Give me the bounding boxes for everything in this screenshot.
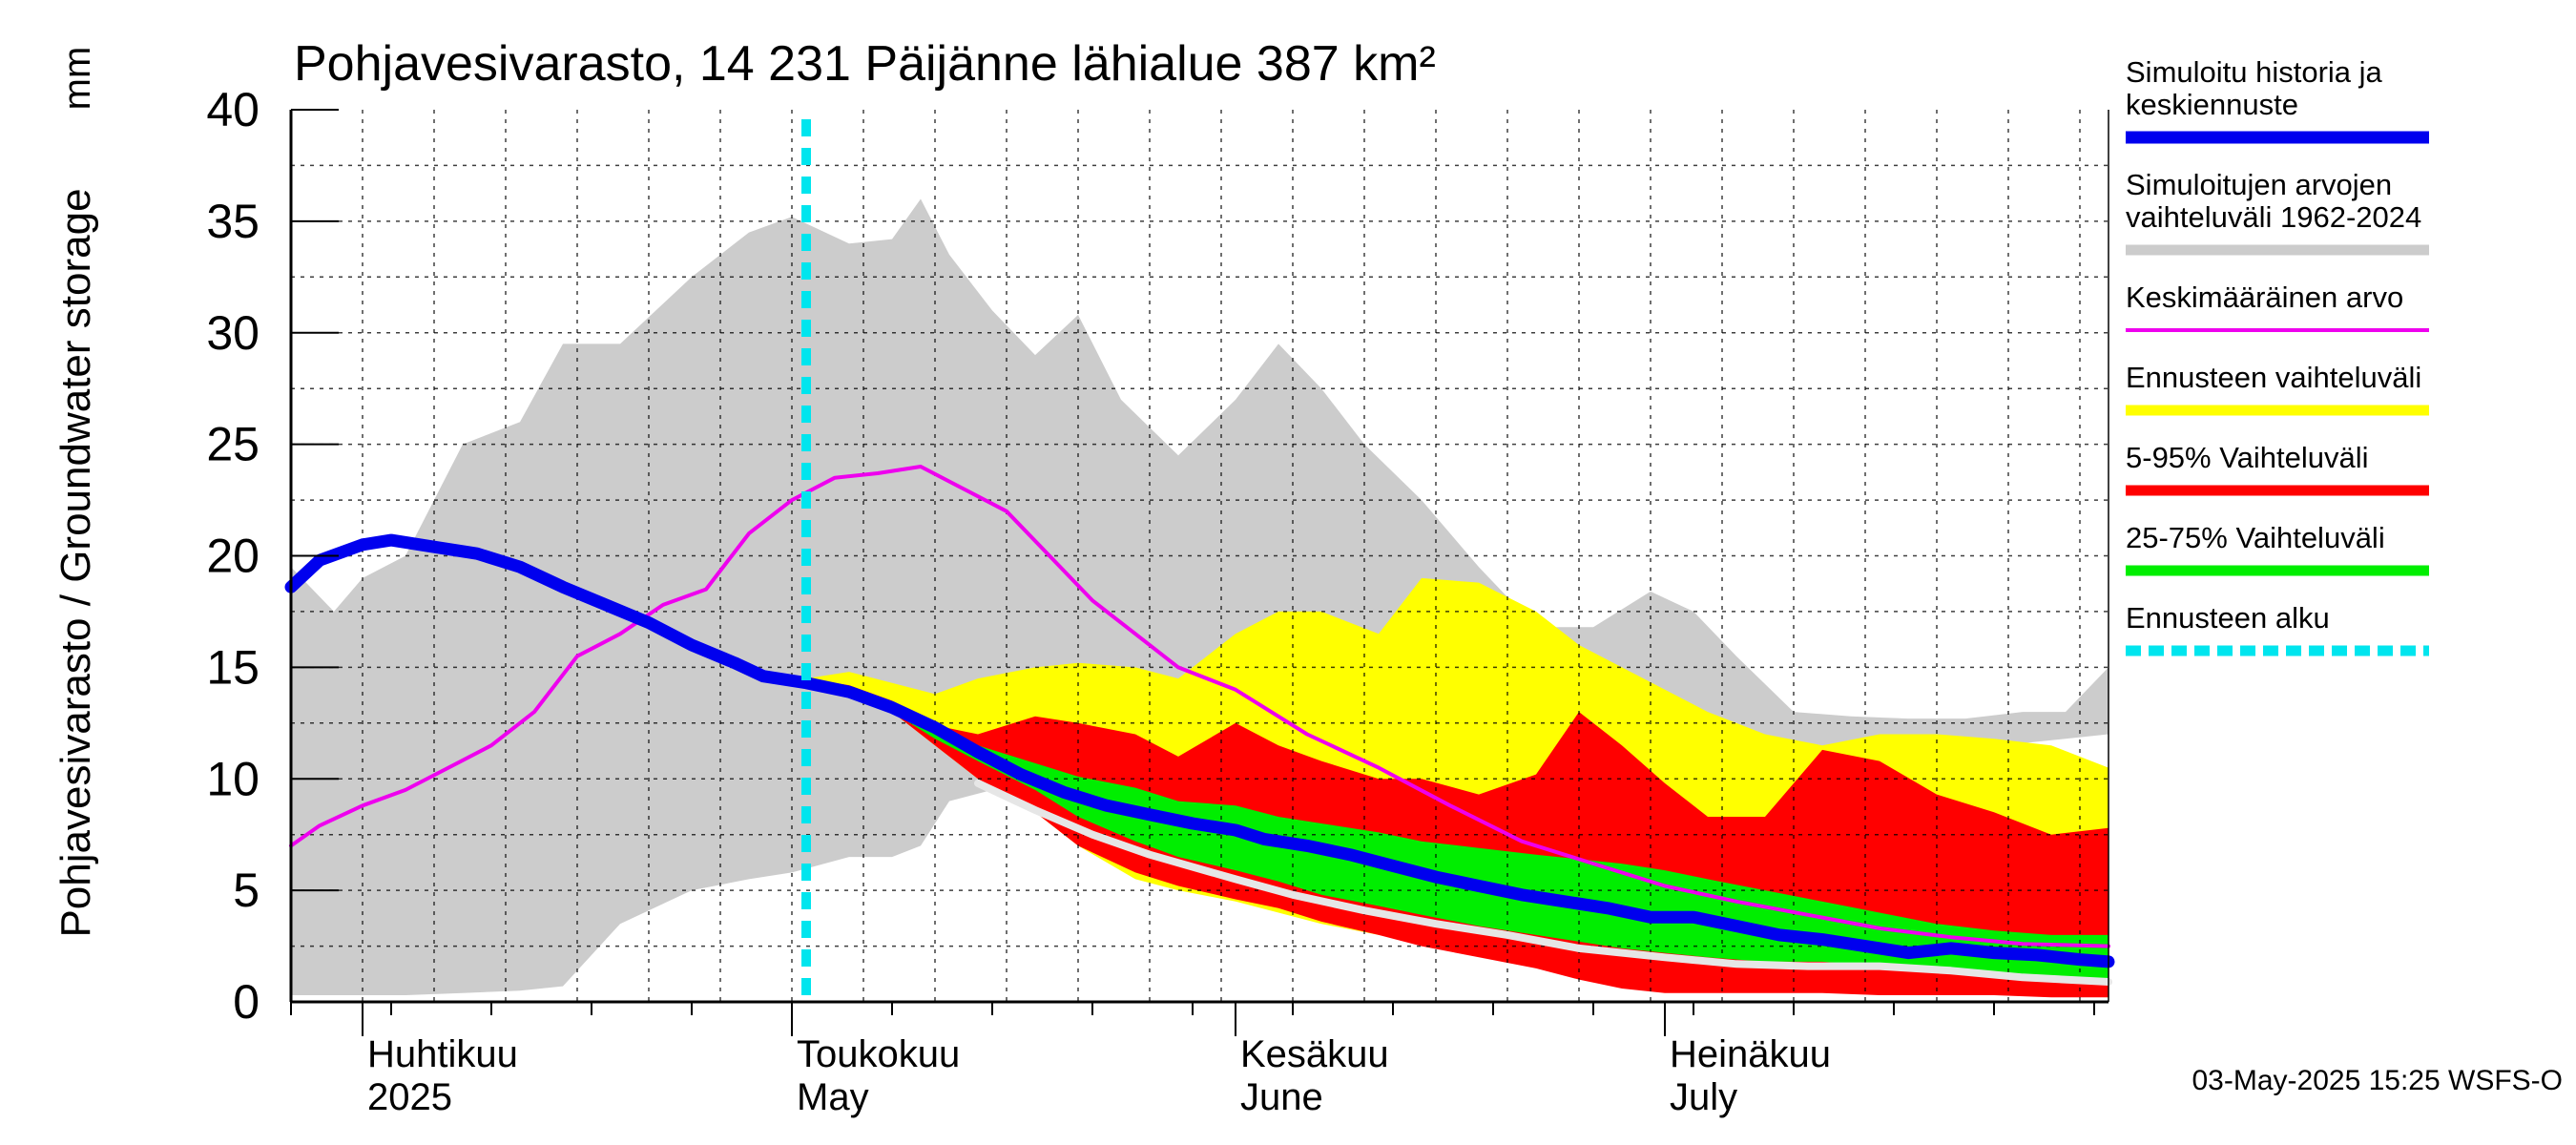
y-axis-unit: mm (56, 47, 98, 111)
x-tick-label-year: July (1670, 1076, 1737, 1118)
grid-layer (291, 110, 2109, 1002)
historical-range-band (291, 198, 2109, 995)
legend-label: Simuloitujen arvojen (2126, 168, 2392, 201)
legend-label: vaihteluväli 1962-2024 (2126, 200, 2421, 234)
y-tick-label: 15 (206, 640, 260, 694)
legend-label: keskiennuste (2126, 88, 2298, 121)
legend-label: Keskimääräinen arvo (2126, 281, 2403, 314)
legend-label: Simuloitu historia ja (2126, 55, 2383, 89)
legend: Simuloitu historia jakeskiennusteSimuloi… (2126, 55, 2429, 656)
percentile-25-75-band (806, 678, 2109, 980)
legend-item-p25_75: 25-75% Vaihteluväli (2126, 521, 2429, 576)
x-tick-label-year: May (797, 1076, 869, 1118)
timestamp-footer: 03-May-2025 15:25 WSFS-O (2192, 1065, 2564, 1096)
x-tick-label-month: Heinäkuu (1670, 1033, 1831, 1075)
legend-item-fc_range: Ennusteen vaihteluväli (2126, 361, 2429, 416)
legend-item-fc_start: Ennusteen alku (2126, 601, 2429, 656)
y-tick-label: 5 (233, 864, 260, 917)
y-tick-label: 35 (206, 195, 260, 248)
axes-layer (289, 109, 2109, 1036)
x-tick-label-month: Kesäkuu (1240, 1033, 1389, 1075)
x-tick-label-month: Huhtikuu (367, 1033, 518, 1075)
x-tick-label-year: 2025 (367, 1076, 452, 1118)
line-layer (284, 119, 2115, 1002)
y-tick-label: 0 (233, 975, 260, 1029)
y-tick-label: 25 (206, 418, 260, 471)
y-tick-label: 10 (206, 752, 260, 805)
x-tick-label-month: Toukokuu (797, 1033, 960, 1075)
y-tick-labels: 0 5 10 15 20 25 30 35 40 (206, 83, 260, 1029)
legend-label: Ennusteen vaihteluväli (2126, 361, 2421, 394)
x-tick-label-year: June (1240, 1076, 1323, 1118)
forecast-median-line (974, 779, 2112, 986)
legend-item-mean: Keskimääräinen arvo (2126, 281, 2429, 332)
chart-title: Pohjavesivarasto, 14 231 Päijänne lähial… (294, 36, 1436, 92)
legend-item-p5_95: 5-95% Vaihteluväli (2126, 441, 2429, 496)
legend-label: 25-75% Vaihteluväli (2126, 521, 2385, 554)
y-axis-label: Pohjavesivarasto / Groundwater storage (52, 188, 99, 937)
simulated-history-line (284, 533, 2115, 968)
y-tick-label: 40 (206, 83, 260, 136)
legend-label: 5-95% Vaihteluväli (2126, 441, 2368, 474)
y-tick-label: 20 (206, 530, 260, 583)
y-tick-label: 30 (206, 306, 260, 360)
mean-value-line (289, 465, 2110, 948)
band-layer (291, 198, 2109, 998)
legend-label: Ennusteen alku (2126, 601, 2330, 635)
